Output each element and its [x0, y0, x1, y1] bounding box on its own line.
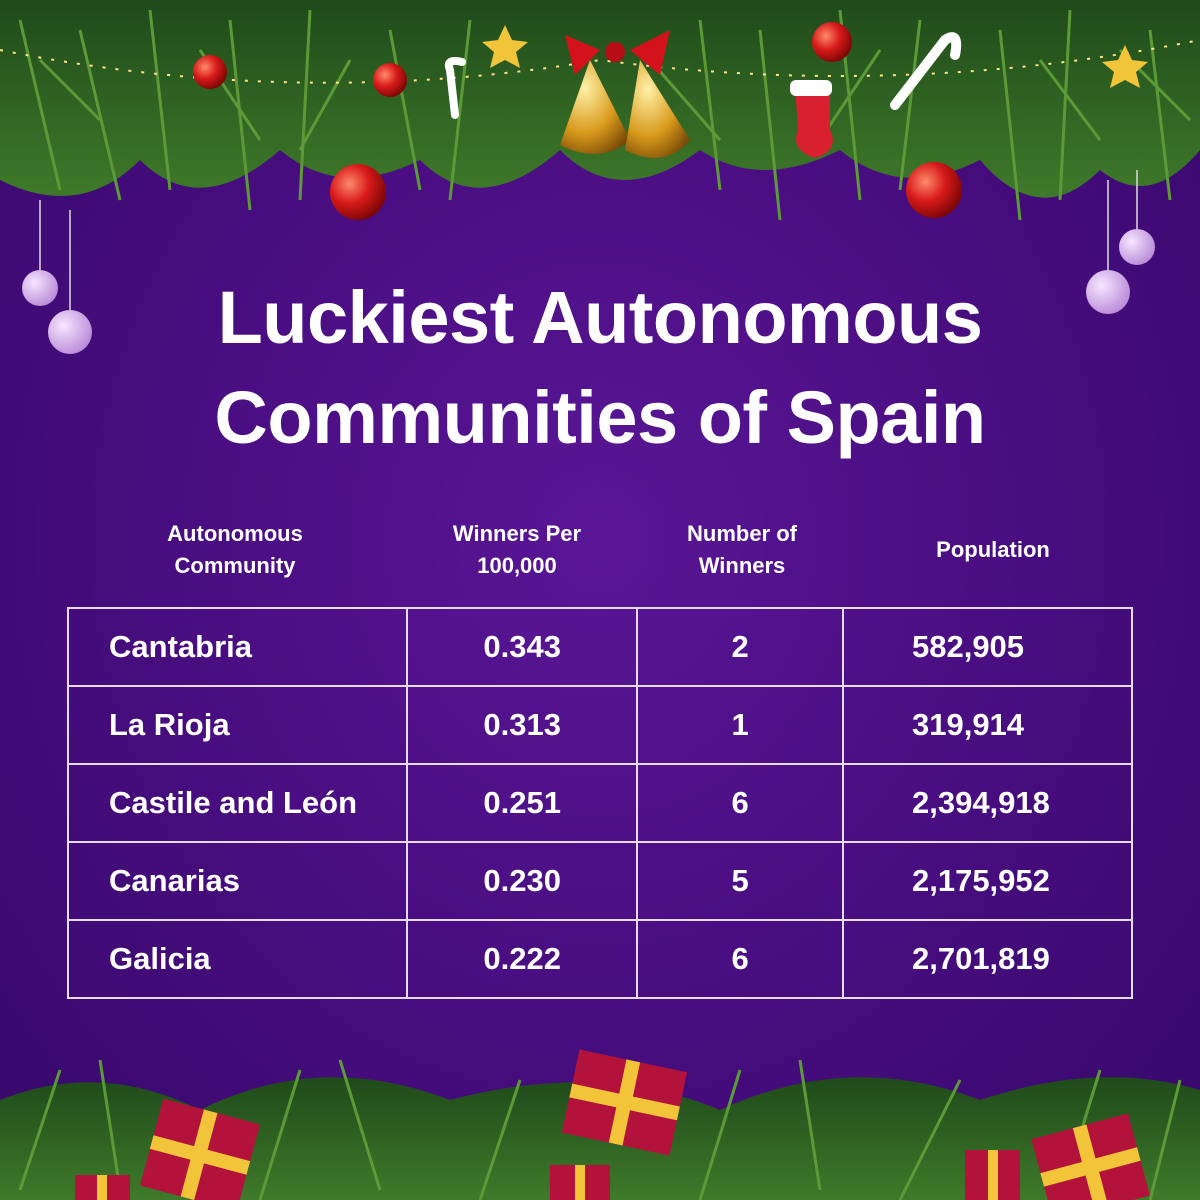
- header-line: Community: [174, 553, 296, 578]
- table-cell: Cantabria: [66, 607, 409, 687]
- header-line: Winners Per: [452, 521, 582, 546]
- ornaments: [22, 22, 1155, 354]
- table-cell: 0.343: [406, 607, 639, 687]
- data-table: Cantabria 0.343 2 582,905 La Rioja 0.313 1 319,…: [66, 607, 1134, 999]
- column-header: Population: [893, 534, 1093, 566]
- table-cell: 2,175,952: [841, 841, 1134, 921]
- table-cell: 6: [636, 919, 844, 999]
- table-cell: 0.313: [406, 685, 639, 765]
- table-cell: La Rioja: [66, 685, 409, 765]
- table-row: La Rioja 0.313 1 319,914: [66, 685, 1134, 765]
- table-cell: 0.251: [406, 763, 639, 843]
- column-header: Autonomous Community: [125, 518, 345, 582]
- table-cell: 0.222: [406, 919, 639, 999]
- table-row: Cantabria 0.343 2 582,905: [66, 607, 1134, 687]
- table-cell: 582,905: [841, 607, 1134, 687]
- column-header: Number of Winners: [642, 518, 842, 582]
- table-cell: 5: [636, 841, 844, 921]
- table-cell: Castile and León: [66, 763, 409, 843]
- header-line: Population: [936, 537, 1050, 562]
- header-line: 100,000: [477, 553, 557, 578]
- header-line: Autonomous: [167, 521, 303, 546]
- title-line: Communities of Spain: [214, 376, 986, 459]
- table-cell: 2,701,819: [841, 919, 1134, 999]
- table-cell: Galicia: [66, 919, 409, 999]
- table-cell: 0.230: [406, 841, 639, 921]
- header-line: Number of: [687, 521, 797, 546]
- needles: [18, 9, 1192, 221]
- table-cell: 1: [636, 685, 844, 765]
- table-cell: 2,394,918: [841, 763, 1134, 843]
- gifts: [75, 1049, 1150, 1200]
- table-cell: Canarias: [66, 841, 409, 921]
- table-row: Canarias 0.230 5 2,175,952: [66, 841, 1134, 921]
- header-line: Winners: [698, 553, 786, 578]
- table-row: Castile and León 0.251 6 2,394,918: [66, 763, 1134, 843]
- table-cell: 319,914: [841, 685, 1134, 765]
- title-line: Luckiest Autonomous: [217, 276, 983, 359]
- table-row: Galicia 0.222 6 2,701,819: [66, 919, 1134, 999]
- column-header: Winners Per 100,000: [417, 518, 617, 582]
- table-cell: 6: [636, 763, 844, 843]
- table-cell: 2: [636, 607, 844, 687]
